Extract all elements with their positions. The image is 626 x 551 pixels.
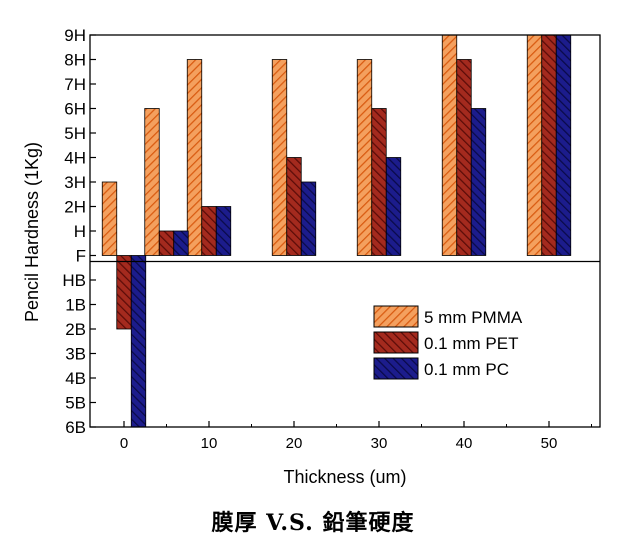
x-axis-ticks: 0 10 20 30 40 50	[120, 421, 592, 452]
bar-pet-5	[158, 230, 175, 256]
bar-pmma-40	[441, 34, 458, 256]
bar-pmma-5	[144, 108, 160, 256]
bar-pmma-20	[271, 59, 288, 256]
y-tick-label: 6B	[65, 418, 86, 437]
y-tick-label: 4B	[65, 369, 86, 388]
bar-pc-30	[385, 157, 402, 256]
bar-pc-5	[173, 230, 189, 256]
y-tick-label: 7H	[64, 75, 86, 94]
x-tick-label: 50	[541, 435, 558, 452]
y-tick-label: 5H	[64, 124, 86, 143]
y-tick-label: 2H	[64, 198, 86, 217]
y-tick-label: 2B	[65, 320, 86, 339]
x-tick-label: 40	[456, 435, 473, 452]
bar-pet-50	[541, 34, 557, 256]
legend-swatch-pmma	[373, 305, 419, 328]
y-tick-label: 9H	[64, 26, 86, 45]
legend-label-pmma: 5 mm PMMA	[424, 308, 523, 327]
bar-pmma-50	[526, 34, 543, 256]
bar-pc-0	[130, 255, 147, 428]
x-tick-label: 10	[201, 435, 218, 452]
bar-pc-10	[215, 206, 232, 256]
y-axis-label: Pencil Hardness (1Kg)	[22, 142, 42, 322]
x-tick-label: 20	[286, 435, 303, 452]
y-tick-label: F	[76, 247, 86, 266]
x-tick-label: 0	[120, 435, 128, 452]
x-tick-label: 30	[371, 435, 388, 452]
bar-pc-20	[300, 181, 317, 256]
legend: 5 mm PMMA 0.1 mm PET 0.1 mm PC	[373, 305, 523, 380]
chart: 9H 8H 7H 6H 5H 4H 3H 2H HF HB 1B 2B 3B 4B 5B 6B 0 10 20 30…	[22, 26, 601, 487]
legend-item-pmma: 5 mm PMMA	[373, 305, 523, 328]
y-tick-label: HB	[62, 271, 86, 290]
legend-item-pc: 0.1 mm PC	[373, 357, 509, 380]
bar-pmma-30	[356, 59, 373, 256]
legend-label-pc: 0.1 mm PC	[424, 360, 509, 379]
y-tick-label: 6H	[64, 100, 86, 119]
bar-pmma-10	[186, 59, 203, 256]
bar-pet-30	[371, 108, 387, 256]
legend-swatch-pet	[373, 331, 419, 354]
y-tick-label: 8H	[64, 51, 86, 70]
y-tick-label: 4H	[64, 149, 86, 168]
legend-swatch-pc	[373, 357, 419, 380]
y-tick-label: 3H	[64, 173, 86, 192]
y-tick-label: 1B	[65, 296, 86, 315]
bar-pet-20	[286, 157, 302, 256]
figure-caption: 膜厚 V.S. 鉛筆硬度	[211, 510, 415, 536]
bar-pet-40	[456, 59, 472, 256]
bar-pet-0	[116, 255, 132, 330]
legend-label-pet: 0.1 mm PET	[424, 334, 518, 353]
bar-pc-50	[555, 34, 572, 256]
y-tick-label: H	[74, 222, 86, 241]
bar-pmma-0	[101, 181, 118, 256]
x-axis-label: Thickness (um)	[283, 467, 406, 487]
bars-layer	[101, 34, 572, 428]
legend-item-pet: 0.1 mm PET	[373, 331, 518, 354]
bar-pet-10	[201, 206, 217, 256]
y-axis-ticks: 9H 8H 7H 6H 5H 4H 3H 2H HF HB 1B 2B 3B 4B 5B 6B	[62, 26, 96, 437]
bar-pc-40	[470, 108, 487, 256]
y-tick-label: 3B	[65, 345, 86, 364]
y-tick-label: 5B	[65, 394, 86, 413]
